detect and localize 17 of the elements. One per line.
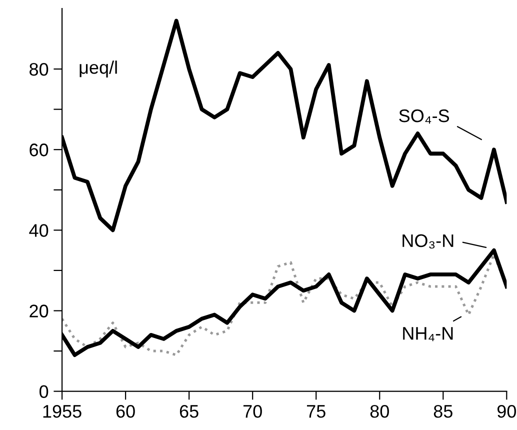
x-tick-label: 1955 <box>43 404 82 418</box>
x-tick-label: 60 <box>116 404 135 418</box>
y-tick-label: 60 <box>30 144 48 156</box>
series-label: NH₄-N <box>403 327 453 342</box>
x-tick-label: 80 <box>370 404 389 418</box>
y-tick-label: 80 <box>30 62 48 76</box>
y-tick-label: 0 <box>40 385 48 398</box>
legend-label: NO₃-N <box>402 234 454 249</box>
x-tick-label: 70 <box>243 404 262 418</box>
y-tick-label: 40 <box>29 224 48 237</box>
y-tick-label: 20 <box>30 304 48 318</box>
x-tick-label: 75 <box>306 405 326 418</box>
x-tick-label: 65 <box>180 404 198 418</box>
x-tick-label: 90 <box>497 404 516 418</box>
series-label: SO₄-S <box>399 109 450 124</box>
y-axis-title: μeq/l <box>80 60 117 78</box>
x-tick-label: 85 <box>434 404 452 418</box>
